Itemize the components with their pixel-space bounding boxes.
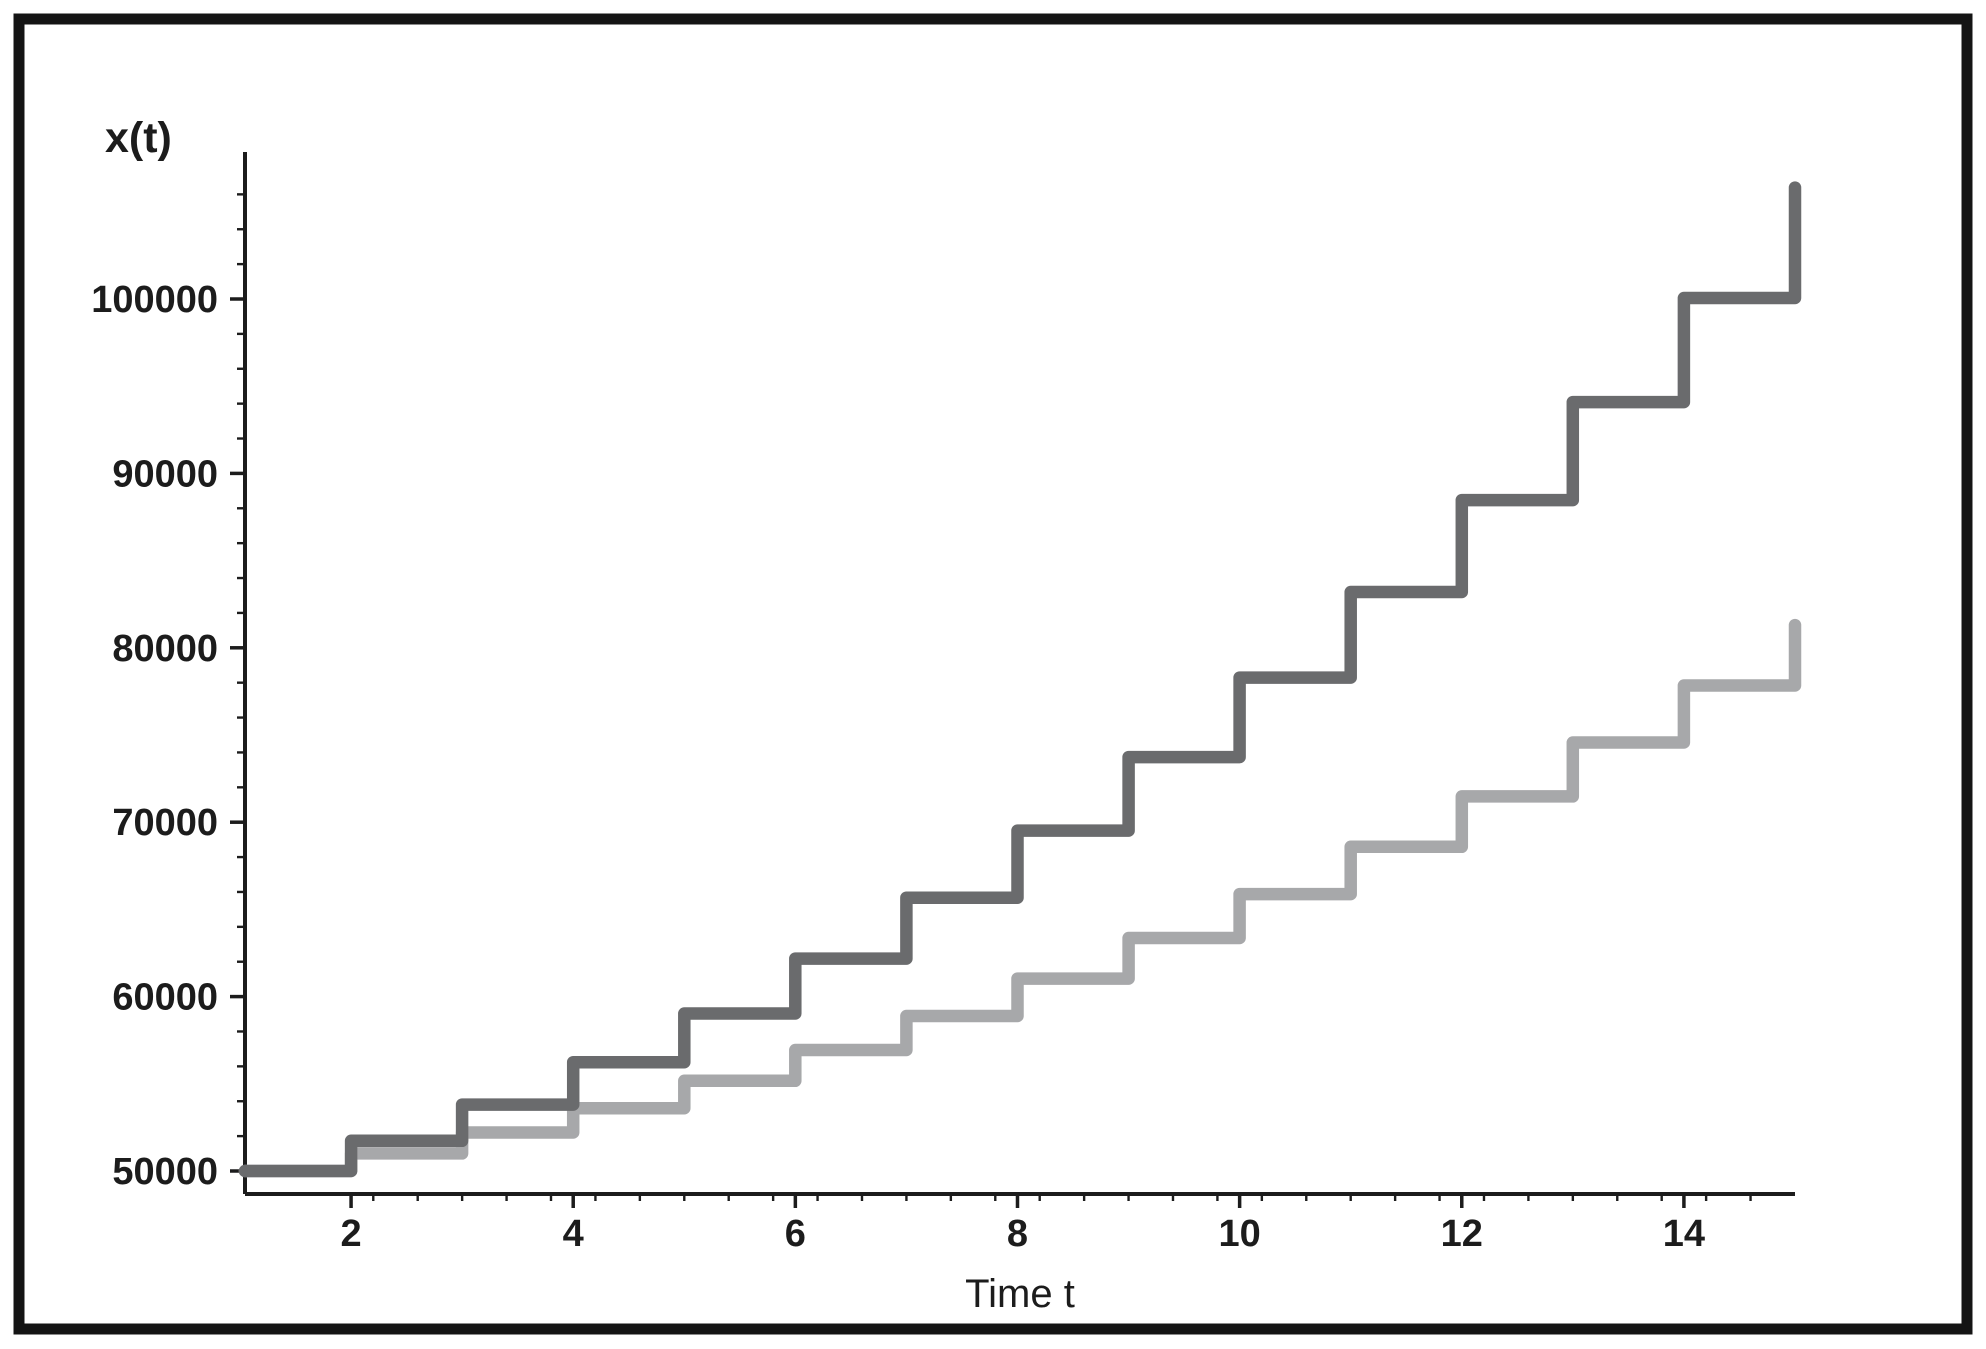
x-tick-label: 14 [1663,1213,1705,1255]
axis-lines [243,152,1795,1196]
x-tick-label: 4 [563,1213,584,1255]
x-tick-label: 12 [1441,1213,1483,1255]
tick-labels: 50000 60000 70000 80000 90000 100000 2 4 6 8 10 12 1… [91,279,1705,1255]
x-axis-title: Time t [965,1272,1075,1316]
y-tick-label: 50000 [112,1151,218,1193]
y-tick-label: 70000 [112,802,218,844]
x-tick-label: 2 [340,1213,361,1255]
y-tick-label: 90000 [112,453,218,495]
x-tick-label: 8 [1007,1213,1028,1255]
axis-ticks [230,193,1752,1208]
x-tick-label: 10 [1218,1213,1260,1255]
data-series [238,181,1802,1178]
y-tick-label: 100000 [91,279,218,321]
lower-light-gray-staircase-path [238,618,1802,1178]
upper-dark-gray-staircase-path [238,181,1802,1178]
x-tick-label: 6 [785,1213,806,1255]
y-tick-label: 60000 [112,977,218,1019]
y-axis-title: x(t) [105,114,172,162]
outer-frame [13,13,1973,1335]
y-tick-label: 80000 [112,628,218,670]
